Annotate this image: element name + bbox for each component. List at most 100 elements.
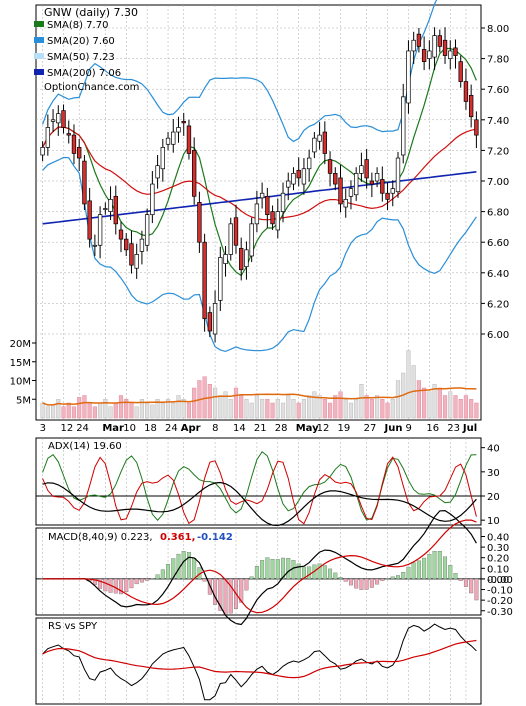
candle-body xyxy=(87,200,92,240)
volume-bar xyxy=(71,406,77,419)
candle-body xyxy=(364,159,369,179)
macd-histogram-bar xyxy=(390,576,395,580)
candle-body xyxy=(385,192,390,200)
candle-body xyxy=(77,146,82,159)
candle-body xyxy=(275,211,280,231)
date-tick-label: Mar xyxy=(102,423,124,434)
macd-histogram-bar xyxy=(453,573,458,580)
macd-value-1: 0.361, xyxy=(160,532,195,543)
candle-body xyxy=(108,199,113,212)
volume-tick-label: 10M xyxy=(10,377,31,388)
chart-title: GNW (daily) 7.30 xyxy=(44,6,138,19)
candle-body xyxy=(286,180,291,188)
candle-body xyxy=(181,120,186,124)
macd-histogram-bar xyxy=(354,578,359,589)
macd-tick-label: -0.30 xyxy=(487,607,513,618)
candle-body xyxy=(92,244,98,247)
adx-label: ADX(14) 19.60 xyxy=(48,441,122,452)
macd-histogram-bar xyxy=(411,562,416,580)
macd-histogram-bar xyxy=(401,572,406,580)
date-tick-label: 28 xyxy=(275,423,288,434)
macd-histogram-bar xyxy=(427,554,432,580)
candle-body xyxy=(301,168,307,185)
candle-body xyxy=(453,47,458,56)
adx-tick-label: 40 xyxy=(487,444,500,455)
candle-body xyxy=(254,203,260,225)
macd-histogram-bar xyxy=(239,578,244,603)
volume-bar xyxy=(469,399,474,419)
legend-swatch xyxy=(34,53,44,59)
price-tick-label: 7.80 xyxy=(487,55,509,66)
date-tick-label: 24 xyxy=(165,423,178,434)
volume-bar xyxy=(50,404,56,419)
volume-bar xyxy=(333,395,338,419)
watermark: OptionChance.com xyxy=(44,82,139,93)
macd-histogram-bar xyxy=(307,566,312,580)
macd-tick-label: -0.00 xyxy=(487,575,513,586)
candle-body xyxy=(406,50,411,104)
candle-body xyxy=(244,249,249,268)
macd-histogram-bar xyxy=(469,578,474,594)
volume-tick-label: 20M xyxy=(10,339,31,350)
macd-histogram-bar xyxy=(317,563,322,580)
price-tick-label: 6.60 xyxy=(487,238,509,249)
volume-tick-label: 15M xyxy=(10,358,31,369)
candle-body xyxy=(442,39,448,56)
macd-histogram-bar xyxy=(129,578,134,589)
macd-histogram-bar xyxy=(333,572,338,580)
legend-swatch xyxy=(34,37,44,43)
volume-bar xyxy=(82,395,87,419)
candle-body xyxy=(474,119,479,136)
candle-body xyxy=(348,188,354,197)
macd-histogram-bar xyxy=(437,551,442,580)
date-tick-label: May xyxy=(296,423,319,434)
price-tick-label: 6.20 xyxy=(487,299,509,310)
volume-bar xyxy=(348,402,354,419)
macd-histogram-bar xyxy=(202,578,207,582)
candle-body xyxy=(118,229,124,240)
candle-body xyxy=(270,211,275,225)
macd-histogram-bar xyxy=(181,551,186,580)
macd-histogram-bar xyxy=(281,557,285,580)
volume-bar xyxy=(186,402,192,419)
candle-body xyxy=(45,127,51,148)
macd-histogram-bar xyxy=(92,578,97,585)
price-panel: 8.00 7.80 7.60 7.40 7.20 7.00 6.80 6.60 6.40 6.20… xyxy=(10,0,509,421)
candle-body xyxy=(458,61,463,82)
macd-tick-label: 0.10 xyxy=(487,564,509,575)
date-tick-label: 21 xyxy=(254,423,267,434)
date-tick-label: 8 xyxy=(212,423,218,434)
macd-histogram-bar xyxy=(375,578,380,585)
volume-bar xyxy=(98,402,103,419)
volume-bar xyxy=(212,387,218,419)
volume-average-line xyxy=(42,387,477,406)
adx-frame xyxy=(35,437,482,526)
date-tick-label: Apr xyxy=(181,423,201,434)
volume-bar xyxy=(192,387,197,419)
candle-body xyxy=(202,241,207,320)
volume-bar xyxy=(218,395,223,419)
volume-bar xyxy=(160,402,165,419)
sma50-line xyxy=(42,126,477,221)
candle-body xyxy=(233,217,239,246)
volume-bar xyxy=(280,402,286,419)
volume-bar xyxy=(254,395,259,419)
candle-body xyxy=(411,39,416,52)
volume-bar xyxy=(61,406,66,419)
macd-tick-label: -0.10 xyxy=(487,586,513,597)
candle-body xyxy=(306,157,312,170)
macd-histogram-bar xyxy=(432,550,437,580)
candle-body xyxy=(421,49,427,63)
candle-body xyxy=(197,202,202,243)
macd-histogram-bar xyxy=(322,565,327,580)
macd-histogram-bar xyxy=(364,578,369,590)
candle-body xyxy=(223,254,228,264)
volume-bar xyxy=(134,406,139,419)
volume-bar xyxy=(260,399,265,419)
volume-bar xyxy=(422,387,427,419)
macd-histogram-bar xyxy=(254,566,259,580)
candle-body xyxy=(139,238,145,252)
volume-bar xyxy=(395,380,401,419)
volume-bar xyxy=(249,402,254,419)
adx-tick-label: 30 xyxy=(487,468,500,479)
